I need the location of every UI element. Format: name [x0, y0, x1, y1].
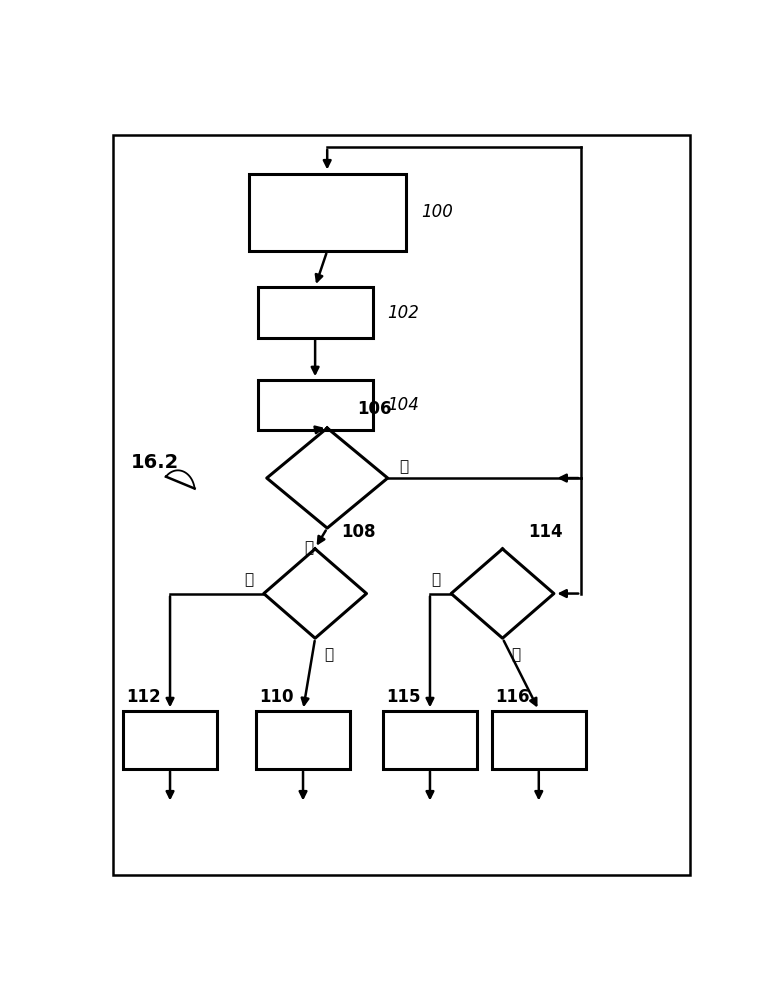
Text: 112: 112 — [126, 688, 161, 706]
Text: 104: 104 — [388, 396, 420, 414]
Text: 110: 110 — [259, 688, 294, 706]
Bar — [257, 380, 373, 430]
Bar — [492, 711, 586, 769]
Text: 115: 115 — [386, 688, 420, 706]
Text: 否: 否 — [399, 459, 409, 474]
Text: 是: 是 — [431, 572, 441, 587]
Bar — [256, 711, 350, 769]
Text: 106: 106 — [357, 400, 392, 418]
Text: 108: 108 — [341, 523, 375, 541]
Bar — [123, 711, 217, 769]
Text: 116: 116 — [495, 688, 530, 706]
Text: 是: 是 — [304, 540, 314, 555]
Text: 102: 102 — [388, 304, 420, 322]
Text: 100: 100 — [421, 203, 452, 221]
Text: 114: 114 — [528, 523, 563, 541]
Text: 否: 否 — [512, 648, 521, 663]
Bar — [383, 711, 477, 769]
Bar — [257, 287, 373, 338]
Bar — [249, 174, 406, 251]
Text: 否: 否 — [244, 572, 254, 587]
Text: 16.2: 16.2 — [131, 453, 179, 472]
Text: 是: 是 — [324, 648, 333, 663]
